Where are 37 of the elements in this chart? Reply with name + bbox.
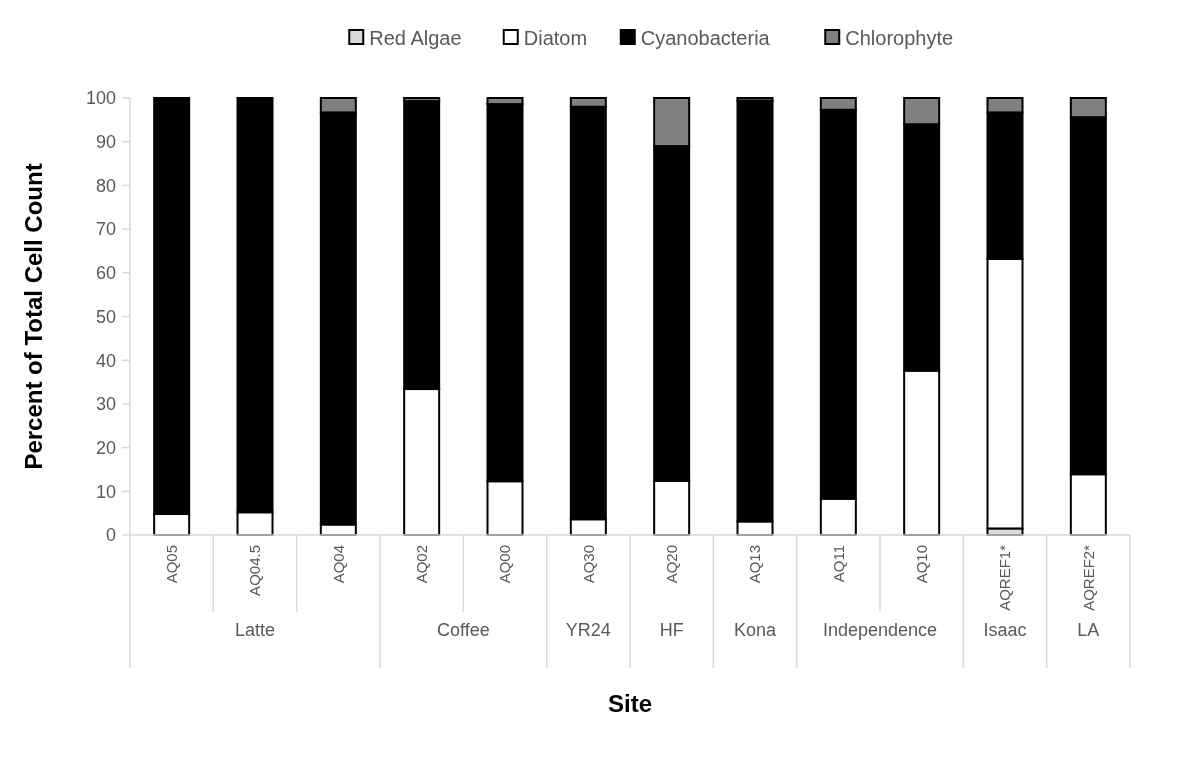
y-tick-label: 80 [95, 175, 116, 196]
text: Coffee [436, 620, 490, 640]
legend-label: Red Algae [369, 27, 462, 49]
text: Independence [822, 620, 938, 640]
x-tick-label: AQ02 [412, 545, 430, 584]
legend-label: Cyanobacteria [640, 27, 771, 49]
y-tick-label: 50 [95, 306, 116, 327]
x-tick-label: AQ10 [912, 545, 930, 584]
text: Kona [733, 620, 777, 640]
x-tick-label: AQ30 [579, 545, 597, 584]
y-tick-label: 30 [95, 394, 116, 415]
x-tick-label: AQ05 [162, 545, 180, 584]
text: YR24 [565, 620, 611, 640]
legend-label: Diatom [523, 27, 588, 49]
x-tick-label: AQ04.5 [246, 545, 264, 596]
y-tick-label: 100 [85, 88, 116, 109]
text: Isaac [983, 620, 1027, 640]
y-tick-label: 10 [95, 481, 116, 502]
x-tick-label: AQ20 [662, 545, 680, 584]
x-axis-title: Site [607, 690, 653, 717]
text: Latte [234, 620, 276, 640]
y-axis-title: Percent of Total Cell Count [20, 163, 47, 470]
x-tick-label: AQREF2* [1079, 544, 1097, 611]
x-tick-label: AQREF1* [996, 544, 1014, 611]
x-tick-label: AQ00 [496, 545, 514, 584]
y-tick-label: 0 [105, 525, 116, 546]
y-tick-label: 20 [95, 437, 116, 458]
y-tick-label: 40 [95, 350, 116, 371]
text: HF [659, 620, 684, 640]
y-tick-label: 90 [95, 132, 116, 152]
text: LA [1077, 620, 1100, 640]
y-tick-label: 70 [95, 219, 116, 240]
y-tick-label: 60 [95, 263, 116, 284]
legend-label: Chlorophyte [845, 27, 954, 49]
x-tick-label: AQ04 [329, 545, 347, 584]
x-tick-label: AQ13 [746, 545, 764, 584]
x-tick-label: AQ11 [829, 545, 847, 583]
